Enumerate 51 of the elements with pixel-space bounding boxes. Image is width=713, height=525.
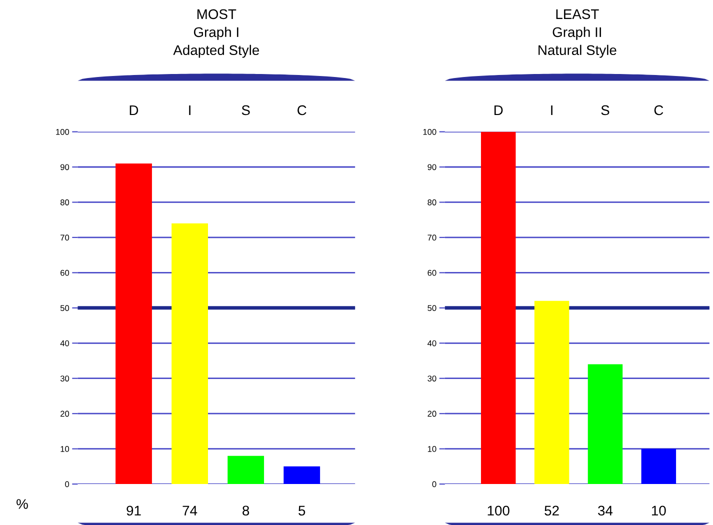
y-tick-label: 30 bbox=[428, 376, 436, 382]
y-tick-label: 20 bbox=[60, 410, 70, 417]
bar bbox=[116, 163, 152, 484]
y-tick-label: 40 bbox=[60, 340, 70, 346]
x-tick-label: D bbox=[494, 105, 503, 116]
bar bbox=[480, 132, 516, 484]
chart-title: LEAST bbox=[556, 9, 599, 20]
x-tick-label: C bbox=[298, 105, 306, 116]
chart-subtitle: Graph II Natural Style bbox=[538, 26, 616, 58]
data-label: 91 bbox=[126, 506, 141, 516]
y-tick-label: 10 bbox=[428, 446, 436, 452]
data-label: 5 bbox=[298, 506, 306, 516]
y-tick-label: 10 bbox=[60, 446, 70, 452]
y-tick-label: 80 bbox=[428, 199, 436, 206]
data-label: 74 bbox=[182, 506, 198, 516]
chart-title: MOST bbox=[197, 9, 236, 20]
y-tick-label: 90 bbox=[60, 164, 70, 170]
y-tick-label: 50 bbox=[60, 305, 70, 312]
x-tick-label: S bbox=[242, 105, 250, 116]
x-tick-label: S bbox=[601, 105, 610, 116]
y-tick-label: 60 bbox=[60, 270, 70, 276]
bar bbox=[641, 448, 676, 484]
x-tick-label: C bbox=[654, 105, 664, 116]
y-tick-label: 100 bbox=[56, 128, 70, 135]
data-label: 10 bbox=[652, 506, 666, 516]
y-tick-label: 80 bbox=[60, 199, 70, 206]
y-tick-label: 50 bbox=[428, 305, 436, 312]
y-tick-label: 90 bbox=[428, 164, 436, 170]
data-label: 52 bbox=[544, 506, 559, 516]
y-tick-label: 0 bbox=[65, 481, 70, 488]
bar bbox=[172, 223, 208, 484]
y-tick-label: 100 bbox=[423, 128, 436, 135]
text: % bbox=[16, 499, 28, 509]
data-label: 100 bbox=[488, 506, 510, 516]
y-tick-label: 30 bbox=[60, 376, 70, 382]
x-tick-label: I bbox=[189, 105, 190, 116]
y-tick-label: 40 bbox=[428, 340, 436, 346]
x-tick-label: I bbox=[551, 105, 552, 116]
bar bbox=[284, 466, 320, 484]
y-tick-label: 70 bbox=[428, 234, 436, 241]
bar bbox=[228, 456, 264, 484]
y-tick-label: 70 bbox=[60, 234, 70, 241]
data-label: 8 bbox=[242, 506, 250, 516]
y-tick-label: 0 bbox=[432, 481, 436, 488]
y-tick-label: 60 bbox=[428, 270, 436, 276]
x-tick-label: D bbox=[130, 105, 138, 116]
bar bbox=[588, 364, 623, 484]
chart-subtitle: Graph I Adapted Style bbox=[173, 26, 260, 58]
y-tick-label: 20 bbox=[428, 410, 436, 417]
bar bbox=[534, 300, 570, 484]
data-label: 34 bbox=[598, 506, 613, 516]
